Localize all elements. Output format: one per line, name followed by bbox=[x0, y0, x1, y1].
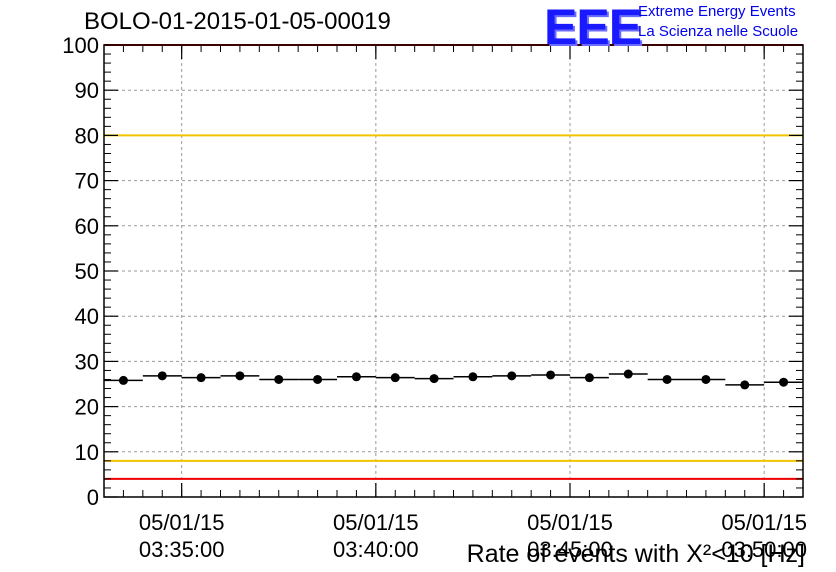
grid-lines bbox=[104, 45, 803, 497]
data-point bbox=[274, 374, 284, 384]
y-tick-label: 10 bbox=[75, 440, 99, 465]
x-tick-time-label: 03:40:00 bbox=[333, 537, 419, 562]
data-point bbox=[507, 371, 517, 381]
data-point bbox=[235, 371, 245, 381]
x-tick-time-label: 03:50:00 bbox=[721, 537, 807, 562]
data-point bbox=[546, 370, 556, 380]
y-tick-label: 30 bbox=[75, 349, 99, 374]
y-tick-label: 20 bbox=[75, 395, 99, 420]
data-points bbox=[104, 369, 803, 390]
eee-logo: EEE bbox=[544, 0, 642, 55]
x-tick-time-label: 03:45:00 bbox=[527, 537, 613, 562]
x-tick-date-label: 05/01/15 bbox=[527, 510, 613, 535]
x-tick-date-label: 05/01/15 bbox=[721, 510, 807, 535]
data-point bbox=[779, 377, 789, 387]
reference-lines bbox=[104, 44, 803, 480]
data-point bbox=[623, 369, 633, 379]
logo-line-1: Extreme Energy Events bbox=[638, 3, 796, 20]
data-point bbox=[662, 374, 672, 384]
y-tick-label: 90 bbox=[75, 78, 99, 103]
y-tick-label: 100 bbox=[62, 33, 99, 58]
chart-title: BOLO-01-2015-01-05-00019 bbox=[84, 8, 391, 35]
x-axis: 05/01/1503:35:0005/01/1503:40:0005/01/15… bbox=[103, 45, 807, 562]
y-axis: 0 10 20 30 40 50 60 70 80 90 100 bbox=[62, 33, 803, 510]
y-tick-label: 50 bbox=[75, 259, 99, 284]
data-point bbox=[429, 374, 439, 384]
logo-line-2: La Scienza nelle Scuole bbox=[638, 23, 799, 40]
data-point bbox=[118, 375, 128, 385]
y-tick-label: 60 bbox=[75, 214, 99, 239]
y-tick-label: 0 bbox=[87, 485, 99, 510]
x-tick-date-label: 05/01/15 bbox=[333, 510, 419, 535]
x-tick-time-label: 03:35:00 bbox=[139, 537, 225, 562]
x-tick-date-label: 05/01/15 bbox=[139, 510, 225, 535]
data-point bbox=[313, 374, 323, 384]
data-point bbox=[196, 373, 206, 383]
data-point bbox=[390, 373, 400, 383]
data-point bbox=[701, 374, 711, 384]
data-point bbox=[157, 371, 167, 381]
data-point bbox=[584, 373, 594, 383]
y-tick-label: 80 bbox=[75, 123, 99, 148]
data-point bbox=[468, 372, 478, 382]
data-point bbox=[351, 372, 361, 382]
x-axis-label: Rate of events with X²<10 [Hz] bbox=[467, 540, 805, 568]
y-tick-label: 70 bbox=[75, 169, 99, 194]
y-tick-label: 40 bbox=[75, 304, 99, 329]
data-point bbox=[740, 380, 750, 390]
